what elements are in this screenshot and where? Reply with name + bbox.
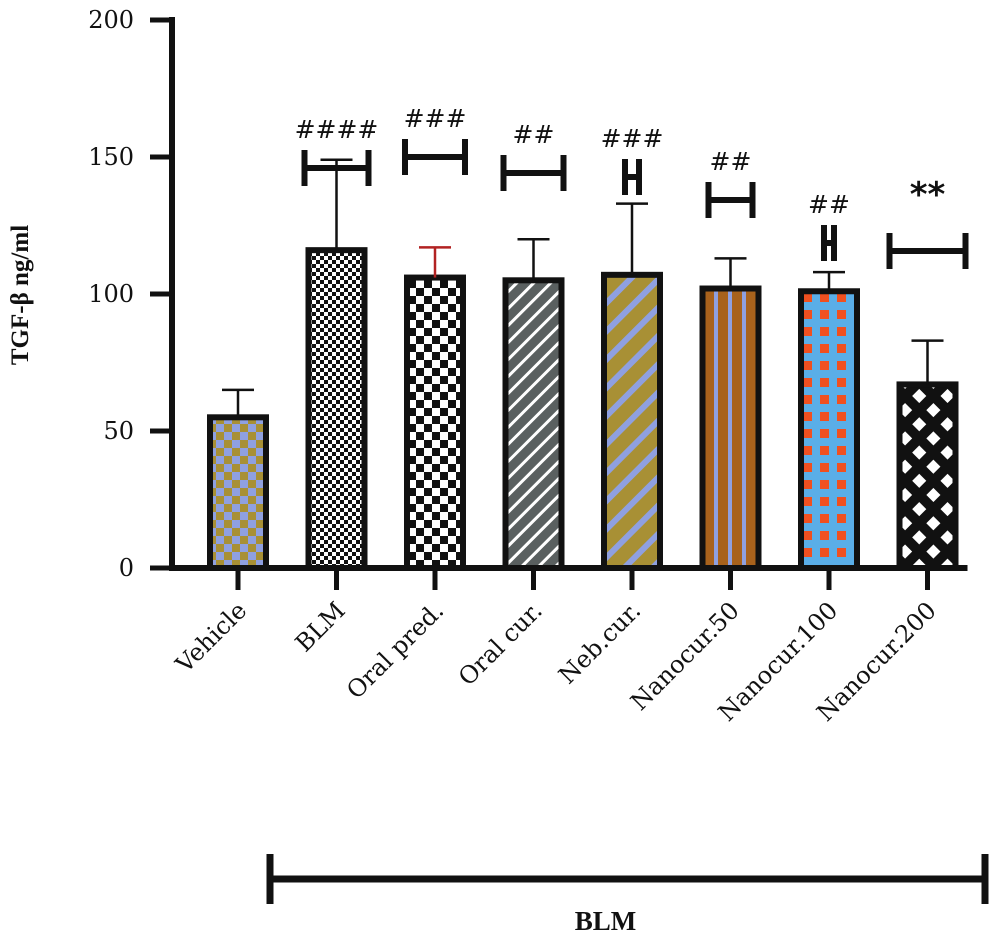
significance-bracket xyxy=(705,182,756,218)
significance-bracket xyxy=(886,233,969,269)
bar-oral-pred- xyxy=(404,274,466,571)
significance-label: ## xyxy=(808,190,850,219)
bar-blm xyxy=(305,247,368,571)
y-tick-label: 50 xyxy=(103,417,134,445)
category-label: Oral cur. xyxy=(453,596,548,691)
significance-label: ## xyxy=(513,120,555,149)
category-label: Neb.cur. xyxy=(553,596,646,689)
y-tick-label: 200 xyxy=(88,6,134,34)
bar-nanocur-50 xyxy=(699,285,762,571)
bar-nanocur-200 xyxy=(896,381,959,572)
blm-group-bracket: BLM xyxy=(266,854,989,936)
significance-label: ### xyxy=(601,124,664,153)
category-label: Vehicle xyxy=(170,596,253,679)
bar-nanocur-100 xyxy=(798,288,860,571)
significance-bracket xyxy=(301,150,372,186)
error-bars xyxy=(222,158,944,418)
category-label: BLM xyxy=(290,596,351,657)
significance-label: #### xyxy=(295,115,379,144)
significance-bracket xyxy=(402,139,468,175)
bar-neb-cur- xyxy=(601,271,663,571)
significance-bracket xyxy=(622,159,642,195)
bar-oral-cur- xyxy=(502,277,565,571)
significance-label: ** xyxy=(910,175,946,215)
significance-bracket xyxy=(500,155,567,191)
group-label: BLM xyxy=(575,906,637,936)
significance-label: ## xyxy=(710,147,752,176)
significance-bracket xyxy=(821,225,837,261)
significance-markers: #### ##### ####### ** xyxy=(295,104,969,269)
category-label: Oral pred. xyxy=(341,596,449,704)
y-axis-label: TGF-β ng/ml xyxy=(7,225,34,365)
y-tick-label: 150 xyxy=(88,143,134,171)
bars xyxy=(207,247,959,572)
bar-vehicle xyxy=(207,414,269,571)
y-tick-label: 0 xyxy=(119,554,134,582)
y-tick-label: 100 xyxy=(88,280,134,308)
significance-label: ### xyxy=(404,104,467,133)
